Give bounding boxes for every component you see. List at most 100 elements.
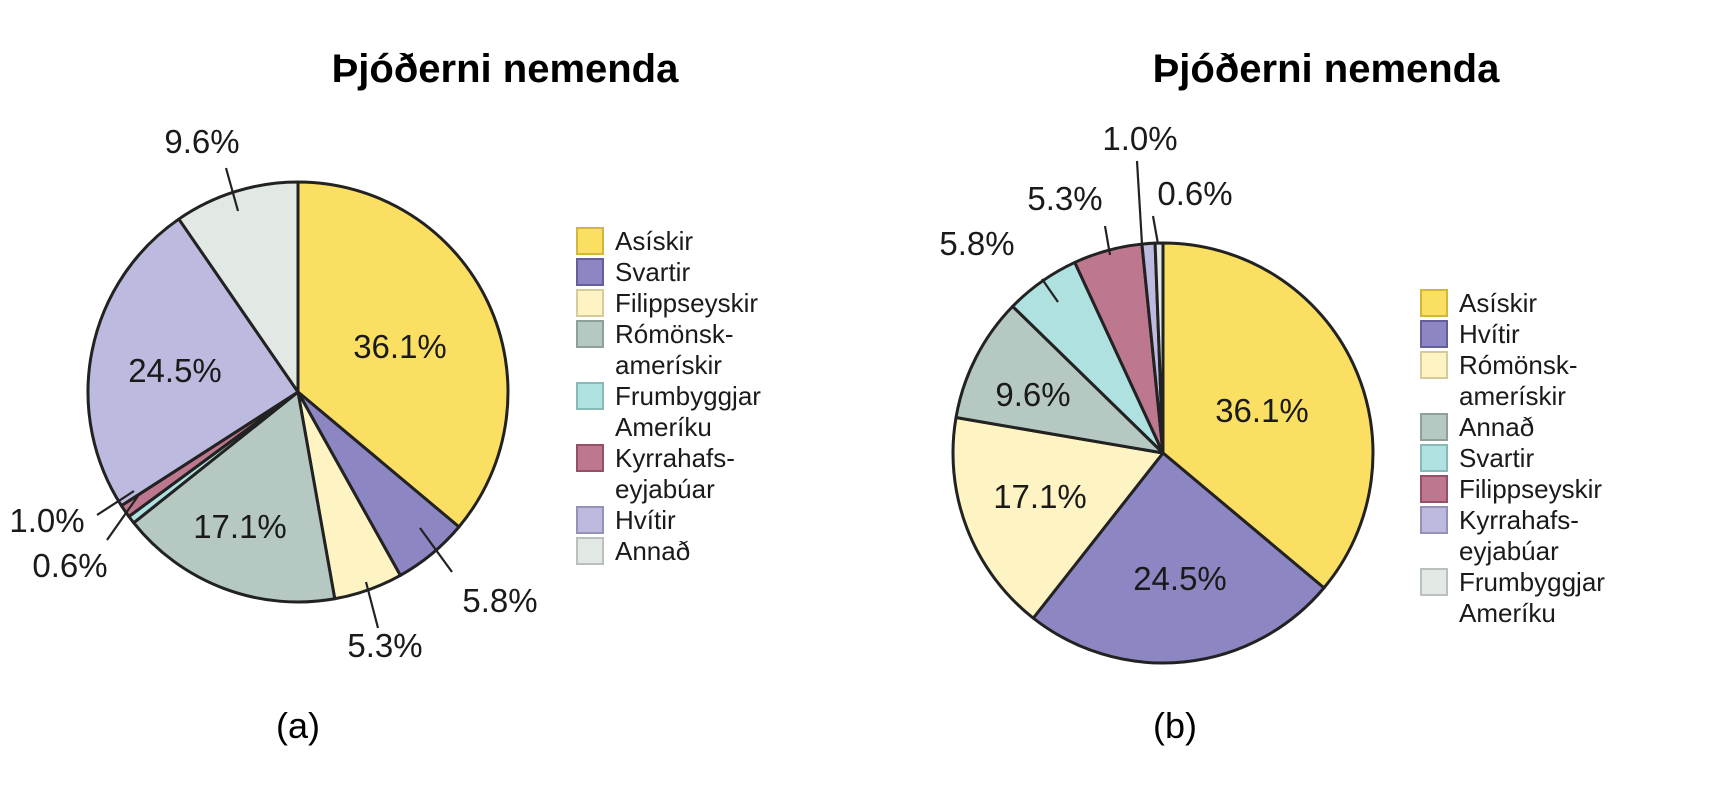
leader-line-svartir: [1041, 278, 1059, 303]
pie-slice-romonsk-ameriskir: [951, 416, 1165, 620]
legend-label-frumbyggjar-ameriku: Frumbyggjar: [1459, 567, 1605, 597]
leader-line-kyrrahafs-eyjabuar: [96, 490, 135, 516]
data-label-kyrrahafs-eyjabuar: 1.0%: [1102, 120, 1177, 157]
legend-label-svartir: Svartir: [615, 257, 690, 287]
legend-swatch-kyrrahafs-eyjabuar: [576, 444, 604, 472]
legend-label-romonsk-ameriskir: Rómönsk-: [1459, 350, 1577, 380]
legend-label-filippseyskir: Filippseyskir: [615, 288, 758, 318]
legend-item-hvitir: Hvítir: [1420, 319, 1520, 349]
data-label-asiskir: 36.1%: [1215, 392, 1309, 429]
legend-label-asiskir: Asískir: [1459, 288, 1537, 318]
data-label-asiskir: 36.1%: [353, 328, 447, 365]
legend-item-hvitir: Hvítir: [576, 505, 676, 535]
data-label-kyrrahafs-eyjabuar: 1.0%: [9, 502, 84, 539]
legend-item-kyrrahafs-eyjabuar: Kyrrahafs-eyjabúar: [1420, 505, 1579, 566]
chart-b-value-labels: 36.1% 24.5% 17.1% 9.6% 5.8% 5.3%1.0% 0.6%: [939, 120, 1308, 597]
legend-item-filippseyskir: Filippseyskir: [576, 288, 758, 318]
chart-b-legend: AsískirHvítirRómönsk-amerískirAnnaðSvart…: [1420, 288, 1605, 628]
legend-label-frumbyggjar-ameriku: Ameríku: [1459, 598, 1556, 628]
legend-label-frumbyggjar-ameriku: Ameríku: [615, 412, 712, 442]
pie-slice-frumbyggjar-ameriku: [1153, 241, 1165, 455]
legend-item-filippseyskir: Filippseyskir: [1420, 474, 1602, 504]
pie-chart-a: Þjóðerni nemenda (a) 36.1% 5.8% 5.3% 17.1% 0…: [9, 47, 761, 746]
pie-slice-annad: [954, 304, 1165, 455]
legend-item-romonsk-ameriskir: Rómönsk-amerískir: [576, 319, 733, 380]
pie-slice-asiskir: [1161, 241, 1375, 590]
data-label-svartir: 5.8%: [462, 582, 537, 619]
data-label-annad: 9.6%: [995, 376, 1070, 413]
legend-item-asiskir: Asískir: [576, 226, 693, 256]
legend-swatch-asiskir: [1420, 289, 1448, 317]
legend-swatch-asiskir: [576, 227, 604, 255]
data-label-frumbyggjar-ameriku: 0.6%: [1157, 175, 1232, 212]
legend-swatch-svartir: [576, 258, 604, 286]
legend-swatch-romonsk-ameriskir: [576, 320, 604, 348]
legend-swatch-kyrrahafs-eyjabuar: [1420, 506, 1448, 534]
legend-label-hvitir: Hvítir: [615, 505, 676, 535]
data-label-filippseyskir: 5.3%: [347, 627, 422, 664]
leader-line-filippseyskir: [1103, 225, 1112, 256]
legend-item-kyrrahafs-eyjabuar: Kyrrahafs-eyjabúar: [576, 443, 735, 504]
legend-label-frumbyggjar-ameriku: Frumbyggjar: [615, 381, 761, 411]
chart-b-title: Þjóðerni nemenda: [1153, 47, 1500, 91]
pie-slice-hvitir: [1031, 451, 1326, 665]
leader-line-kyrrahafs-eyjabuar: [1135, 160, 1144, 245]
legend-swatch-romonsk-ameriskir: [1420, 351, 1448, 379]
legend-swatch-filippseyskir: [576, 289, 604, 317]
chart-b-panel-label: (b): [1153, 705, 1197, 746]
data-label-hvitir: 24.5%: [128, 352, 222, 389]
legend-label-filippseyskir: Filippseyskir: [1459, 474, 1602, 504]
legend-label-svartir: Svartir: [1459, 443, 1534, 473]
chart-a-legend: AsískirSvartirFilippseyskirRómönsk-amerí…: [576, 226, 761, 566]
legend-label-kyrrahafs-eyjabuar: Kyrrahafs-: [615, 443, 735, 473]
pie-slice-asiskir: [296, 180, 510, 529]
data-label-romonsk-ameriskir: 17.1%: [993, 478, 1087, 515]
legend-item-svartir: Svartir: [1420, 443, 1534, 473]
legend-label-romonsk-ameriskir: Rómönsk-: [615, 319, 733, 349]
leader-line-frumbyggjar-ameriku: [1151, 215, 1160, 245]
chart-b-slices: [951, 241, 1375, 665]
leader-line-filippseyskir: [364, 581, 380, 629]
pie-slice-romonsk-ameriskir: [132, 390, 337, 604]
legend-label-annad: Annað: [615, 536, 690, 566]
legend-swatch-annad: [576, 537, 604, 565]
legend-swatch-svartir: [1420, 444, 1448, 472]
data-label-filippseyskir: 5.3%: [1027, 180, 1102, 217]
legend-item-romonsk-ameriskir: Rómönsk-amerískir: [1420, 350, 1577, 411]
legend-label-kyrrahafs-eyjabuar: eyjabúar: [1459, 536, 1559, 566]
data-label-svartir: 5.8%: [939, 225, 1014, 262]
legend-swatch-filippseyskir: [1420, 475, 1448, 503]
chart-a-slices: [86, 180, 510, 604]
legend-label-kyrrahafs-eyjabuar: Kyrrahafs-: [1459, 505, 1579, 535]
legend-swatch-frumbyggjar-ameriku: [576, 382, 604, 410]
chart-a-value-labels: 36.1% 5.8% 5.3% 17.1% 0.6% 1.0% 24.5% 9.6%: [9, 123, 537, 664]
legend-item-asiskir: Asískir: [1420, 288, 1537, 318]
chart-a-title: Þjóðerni nemenda: [332, 47, 679, 91]
legend-item-annad: Annað: [576, 536, 690, 566]
data-label-frumbyggjar-ameriku: 0.6%: [32, 547, 107, 584]
legend-label-kyrrahafs-eyjabuar: eyjabúar: [615, 474, 715, 504]
legend-swatch-hvitir: [576, 506, 604, 534]
legend-swatch-annad: [1420, 413, 1448, 441]
legend-label-romonsk-ameriskir: amerískir: [1459, 381, 1566, 411]
pie-slice-hvitir: [86, 217, 300, 508]
pie-chart-b: Þjóðerni nemenda (b) 36.1% 24.5% 17.1% 9.6%…: [939, 47, 1605, 746]
data-label-annad: 9.6%: [164, 123, 239, 160]
legend-swatch-frumbyggjar-ameriku: [1420, 568, 1448, 596]
legend-swatch-hvitir: [1420, 320, 1448, 348]
legend-label-hvitir: Hvítir: [1459, 319, 1520, 349]
leader-line-frumbyggjar-ameriku: [106, 495, 139, 541]
leader-line-annad: [224, 167, 240, 212]
legend-label-asiskir: Asískir: [615, 226, 693, 256]
leader-line-svartir: [419, 527, 453, 573]
legend-label-romonsk-ameriskir: amerískir: [615, 350, 722, 380]
data-label-romonsk-ameriskir: 17.1%: [193, 508, 287, 545]
pie-slice-annad: [177, 180, 300, 394]
legend-label-annad: Annað: [1459, 412, 1534, 442]
chart-a-panel-label: (a): [276, 705, 320, 746]
data-label-hvitir: 24.5%: [1133, 560, 1227, 597]
legend-item-annad: Annað: [1420, 412, 1534, 442]
